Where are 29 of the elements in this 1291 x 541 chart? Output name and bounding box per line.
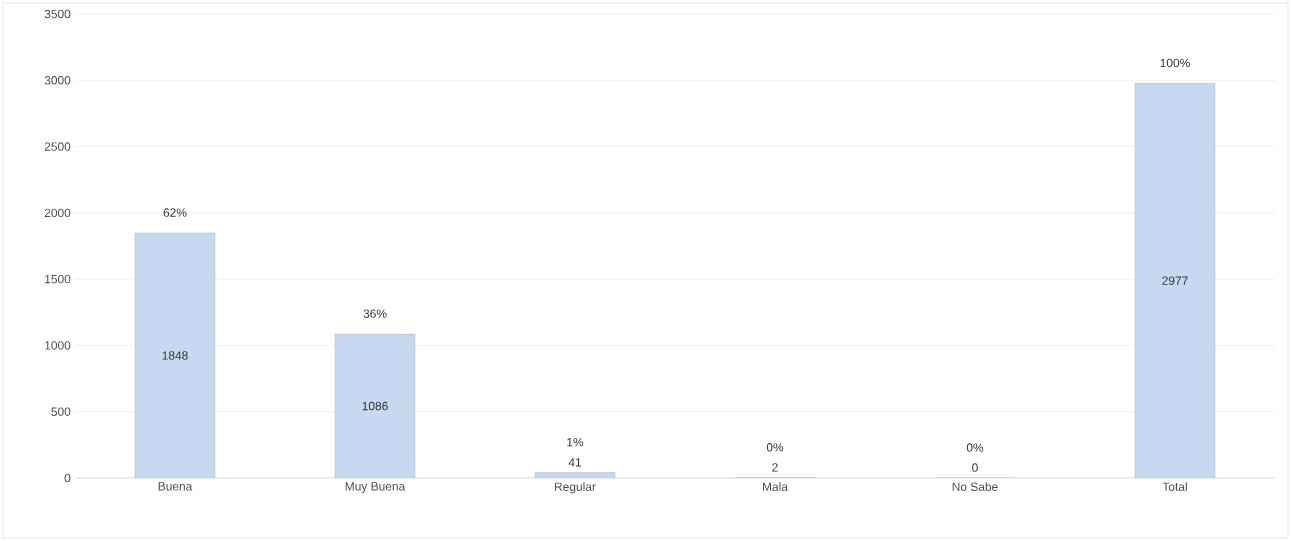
y-tick-label: 500 <box>51 407 71 416</box>
annotation: 0% <box>766 443 784 452</box>
x-tick-label: Buena <box>158 482 193 491</box>
data-label: 41 <box>568 458 582 467</box>
y-tick-label: 2500 <box>44 142 71 151</box>
x-tick-label: Total <box>1162 482 1187 491</box>
y-tick-label: 2000 <box>44 208 71 218</box>
data-label: 1086 <box>362 401 388 411</box>
y-tick-label: 0 <box>64 473 71 483</box>
y-tick-label: 3000 <box>44 76 71 85</box>
annotation: 1% <box>567 438 584 447</box>
data-label: 2977 <box>1162 276 1188 285</box>
data-label: 1848 <box>162 351 188 360</box>
y-tick-label: 1000 <box>45 341 71 350</box>
x-tick-label: Mala <box>763 482 788 491</box>
bar <box>134 232 216 478</box>
bar <box>1134 83 1216 478</box>
annotation: 0% <box>966 443 984 452</box>
y-tick-label: 1500 <box>45 274 71 284</box>
x-tick-label: No Sabe <box>952 482 998 491</box>
x-tick-label: Regular <box>555 482 596 494</box>
x-tick-label: Muy Buena <box>345 482 406 493</box>
y-tick-label: 3500 <box>44 9 71 19</box>
data-label: 0 <box>972 463 978 472</box>
annotation: 100% <box>1160 58 1190 68</box>
annotation: 36% <box>363 309 387 318</box>
annotation: 62% <box>163 208 187 217</box>
data-label: 2 <box>772 463 778 472</box>
bar <box>334 333 416 478</box>
